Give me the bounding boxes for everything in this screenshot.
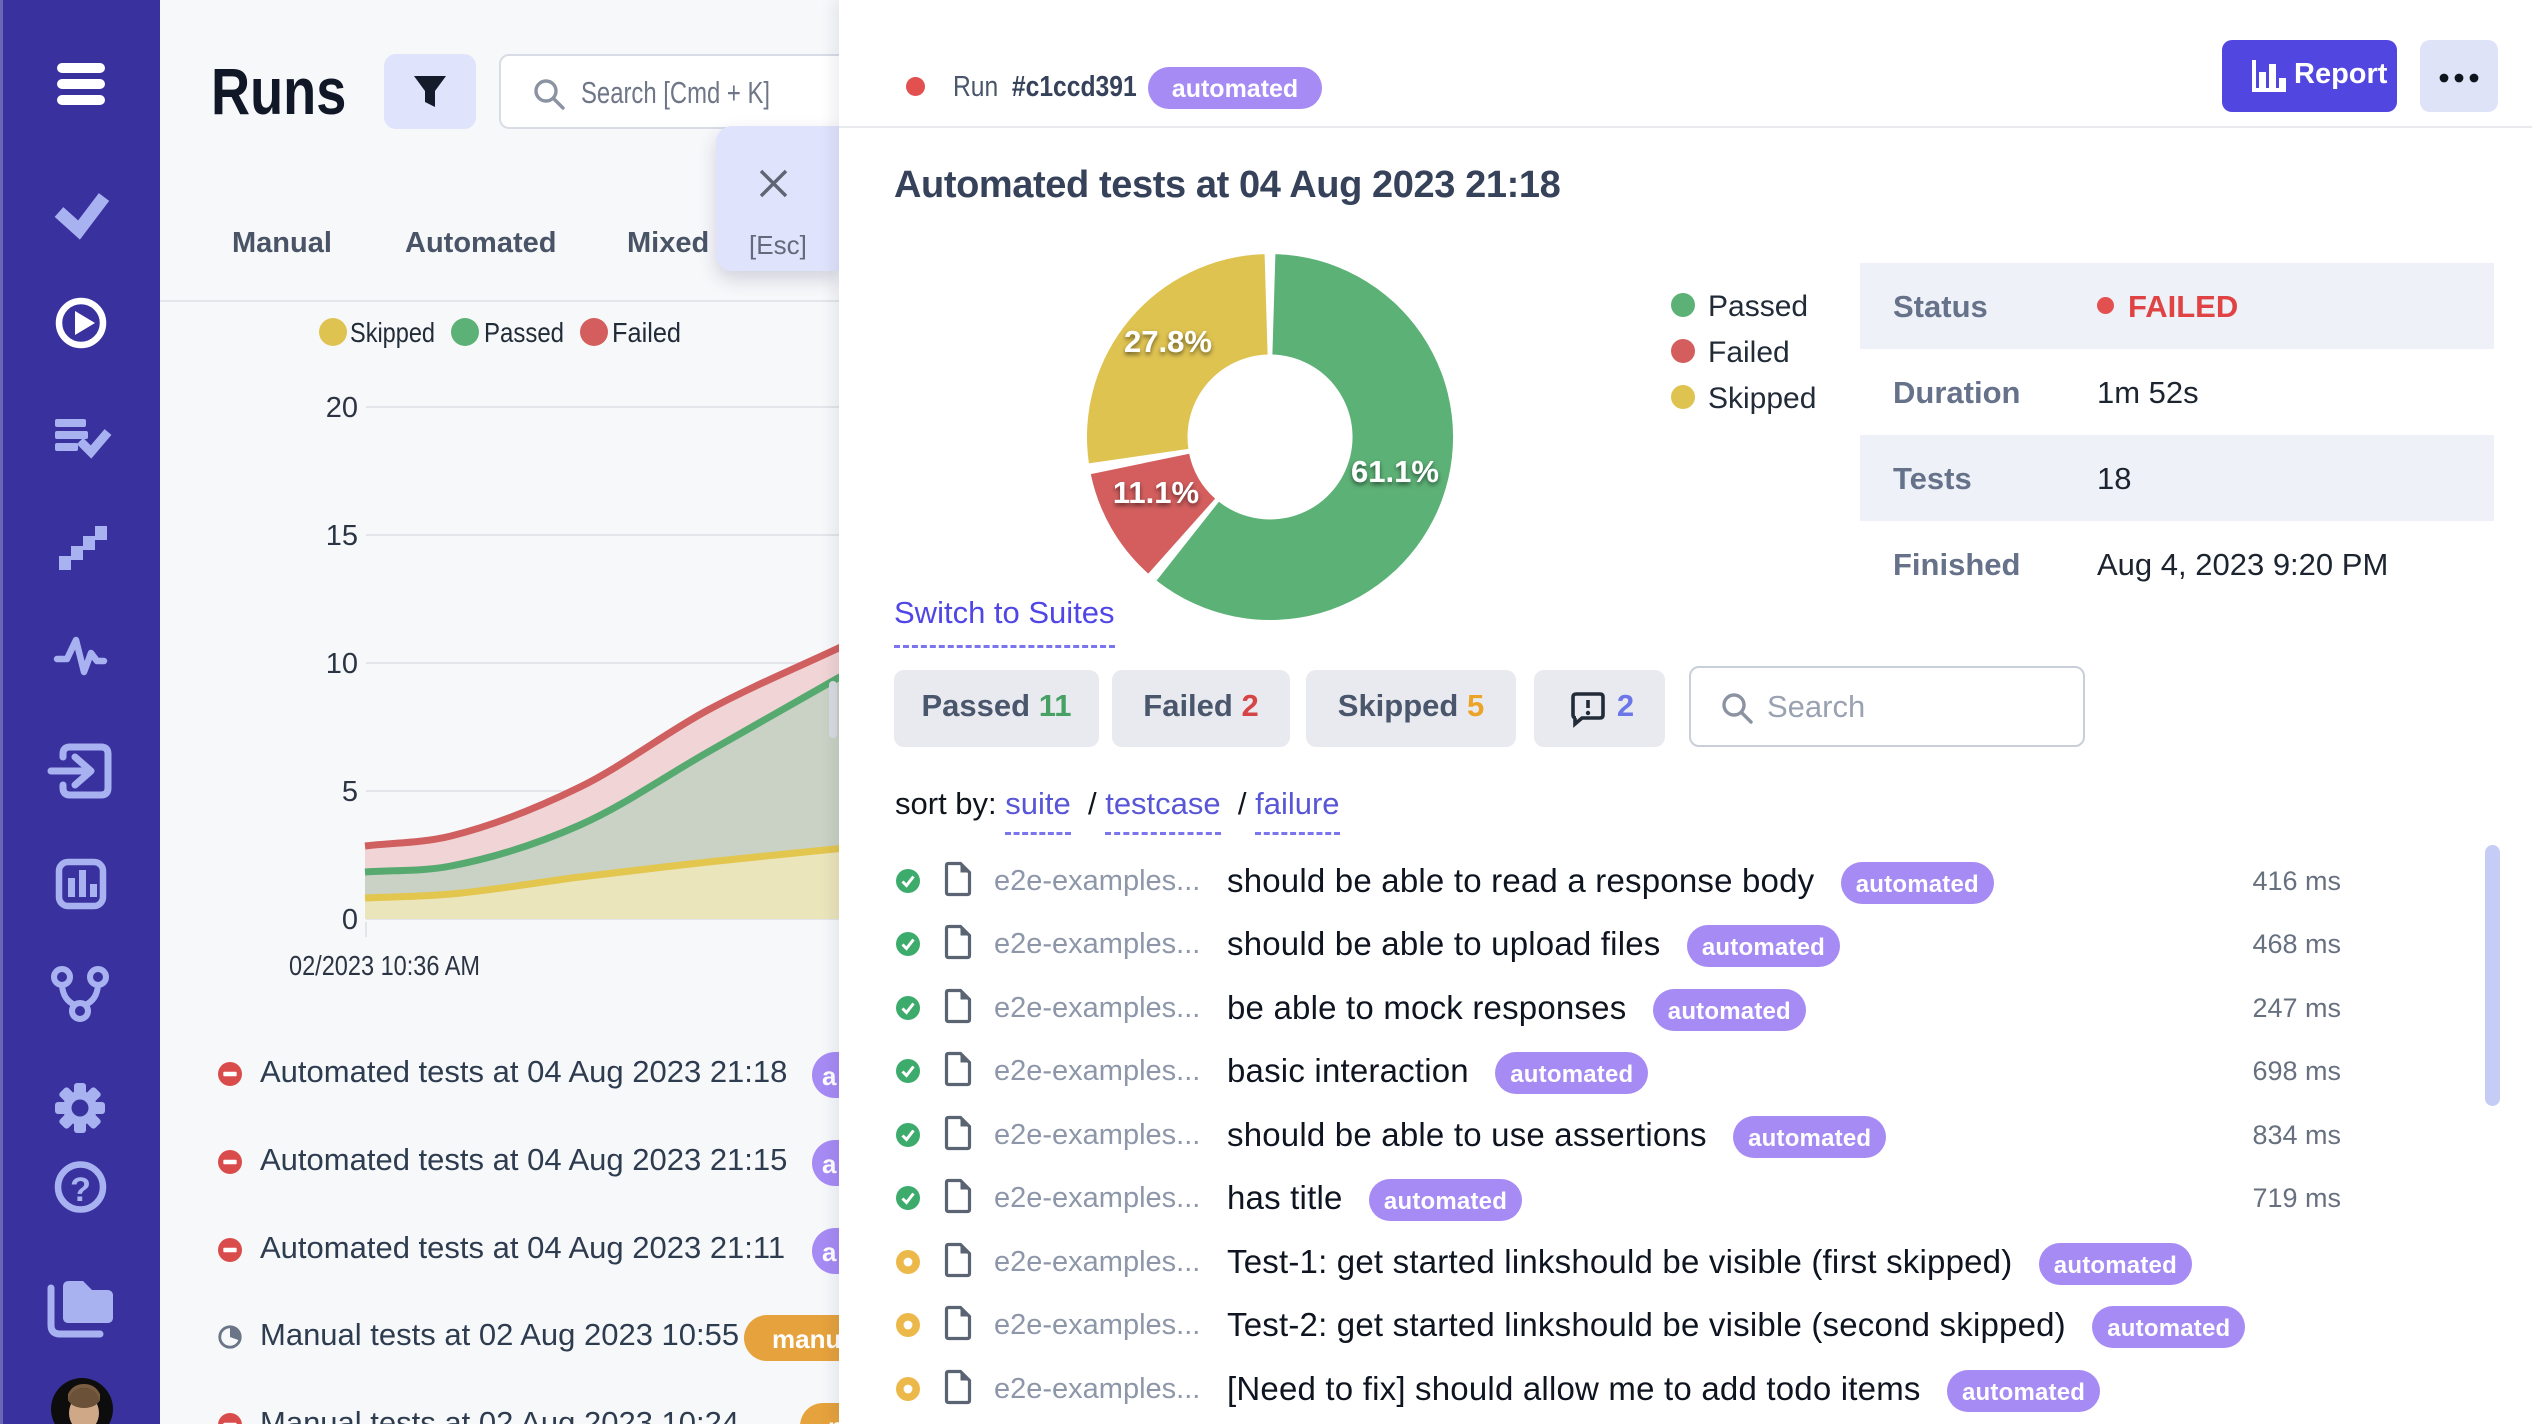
svg-text:Failed: Failed <box>612 317 681 348</box>
svg-text:02/2023 10:36 AM: 02/2023 10:36 AM <box>289 950 480 981</box>
svg-text:10: 10 <box>326 648 358 680</box>
svg-text:?: ? <box>70 1171 91 1209</box>
svg-text:11.1%: 11.1% <box>1113 475 1199 510</box>
svg-text:Skipped: Skipped <box>350 317 435 348</box>
svg-text:61.1%: 61.1% <box>1351 454 1439 489</box>
svg-text:5: 5 <box>342 776 358 808</box>
svg-text:20: 20 <box>326 392 358 424</box>
svg-text:15: 15 <box>326 520 358 552</box>
svg-text:0: 0 <box>342 904 358 936</box>
svg-text:Passed: Passed <box>484 317 564 348</box>
svg-text:27.8%: 27.8% <box>1124 324 1212 359</box>
